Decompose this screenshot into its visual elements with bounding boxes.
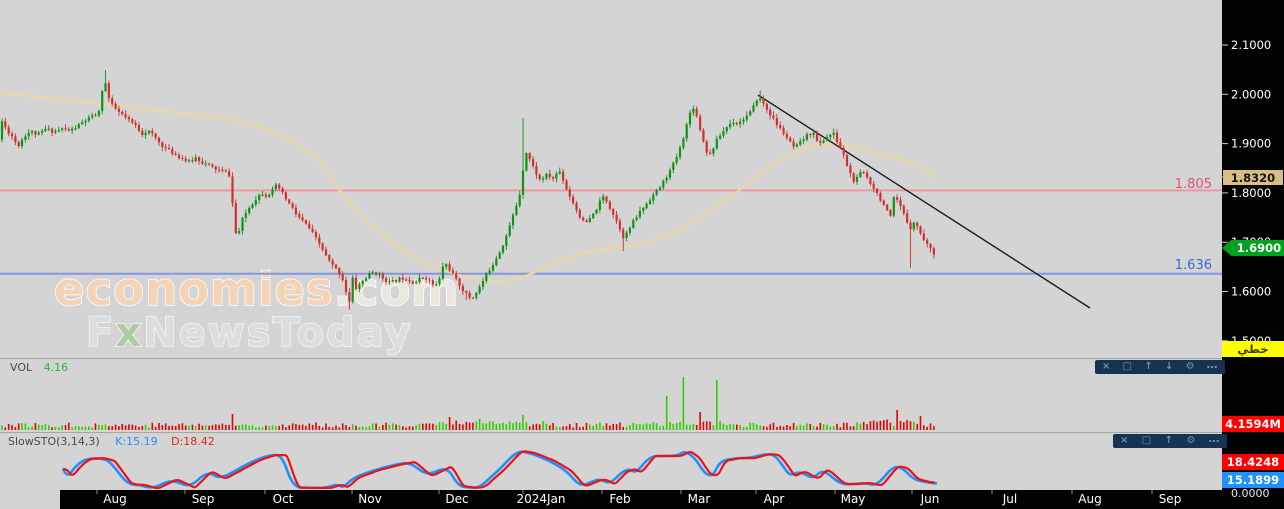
volume-panel-toolbar: × □ ↑ ↓ ⚙ ▪▪▪ [1095,360,1225,374]
sto-panel-header: SlowSTO(3,14,3) K:15.19 D:18.42 [8,435,215,448]
scale-mode-badge[interactable]: خطي [1222,341,1284,357]
volume-value-badge: 4.1594M [1222,416,1284,432]
volume-bars [1,377,935,430]
month-label: Nov [358,492,381,506]
volume-label: VOL [10,361,33,374]
restore-icon[interactable]: □ [1141,435,1152,446]
sto-panel-toolbar: × □ ↑ ⚙ ▪▪▪ [1113,434,1227,448]
month-label: Jul [1002,492,1017,506]
support-line-label: 1.636 [1174,258,1212,273]
last-price-badge: 1.6900 [1222,240,1284,256]
volume-panel[interactable] [1,377,935,430]
sto-k-badge: 15.1899 [1222,472,1284,488]
sto-k-value: K:15.19 [115,435,158,448]
month-label: Sep [1159,492,1182,506]
month-label: Jun [920,492,940,506]
month-label: Aug [1078,492,1101,506]
price-tick-label: 1.8000 [1231,186,1271,200]
month-label: Dec [445,492,468,506]
sto-title: SlowSTO(3,14,3) [8,435,100,448]
move-up-icon[interactable]: ↑ [1164,435,1174,446]
volume-panel-header: VOL 4.16 [10,361,68,374]
price-tick-label: 2.1000 [1231,38,1271,52]
move-up-icon[interactable]: ↑ [1144,361,1153,372]
month-label: Feb [609,492,630,506]
ma-value-badge: 1.8320 [1223,170,1283,185]
move-down-icon[interactable]: ↓ [1164,361,1174,372]
moving-average-line [0,91,936,283]
month-label: Apr [764,492,785,506]
close-icon[interactable]: × [1102,361,1111,372]
sto-d-line [62,450,936,490]
month-label: Aug [103,492,126,506]
close-icon[interactable]: × [1120,435,1129,446]
month-label: 2024Jan [516,492,565,506]
price-tick-label: 2.0000 [1231,87,1271,101]
more-options-icon[interactable]: ▪▪▪ [1208,438,1220,443]
more-options-icon[interactable]: ▪▪▪ [1206,364,1218,369]
settings-gear-icon[interactable]: ⚙ [1186,435,1196,446]
sto-d-badge: 18.4248 [1222,454,1284,470]
resistance-line-label: 1.805 [1174,177,1212,192]
price-tick-label: 1.9000 [1231,137,1271,151]
watermark-fxnewstoday: FxNewsToday [86,310,412,356]
price-tick-label: 1.6000 [1231,285,1271,299]
candlestick-panel[interactable] [0,70,1222,310]
axis-layer: 2.10002.00001.90001.80001.70001.60001.50… [60,38,1284,509]
sto-zero-axis-label: 0.0000 [1231,487,1270,500]
candles [0,70,935,310]
sto-d-value: D:18.42 [171,435,215,448]
settings-gear-icon[interactable]: ⚙ [1185,361,1195,372]
restore-icon[interactable]: □ [1122,361,1133,372]
month-label: Sep [192,492,215,506]
month-label: Mar [688,492,711,506]
stochastic-panel[interactable] [61,450,938,490]
watermark-economies-com: economies.com [54,263,459,316]
volume-current-value: 4.16 [43,361,69,374]
month-label: May [841,492,866,506]
month-label: Oct [273,492,294,506]
